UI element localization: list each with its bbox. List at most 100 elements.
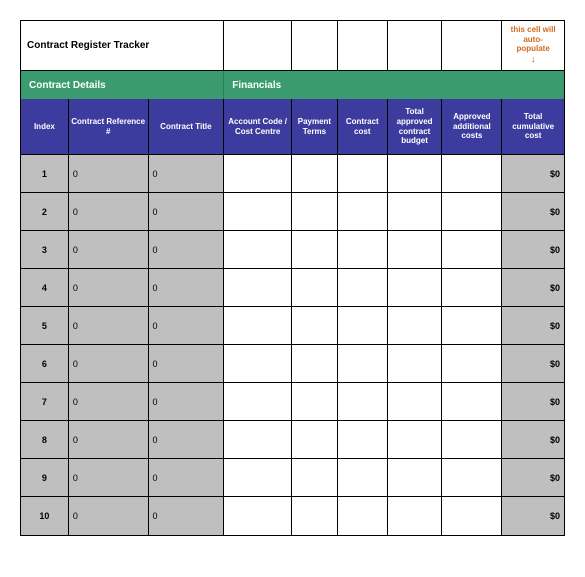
cell-index[interactable]: 10 bbox=[21, 497, 69, 535]
cell-account[interactable] bbox=[224, 193, 292, 231]
cell-cost[interactable] bbox=[338, 155, 388, 193]
cell-additional[interactable] bbox=[442, 421, 502, 459]
cell-budget[interactable] bbox=[388, 269, 443, 307]
cell-title[interactable]: 0 bbox=[149, 497, 225, 535]
cell-index[interactable]: 1 bbox=[21, 155, 69, 193]
cell-additional[interactable] bbox=[442, 269, 502, 307]
cell-account[interactable] bbox=[224, 383, 292, 421]
cell-additional[interactable] bbox=[442, 193, 502, 231]
cell-reference[interactable]: 0 bbox=[69, 231, 149, 269]
cell-cumulative[interactable]: $0 bbox=[502, 155, 564, 193]
cell-title[interactable]: 0 bbox=[149, 345, 225, 383]
cell-index[interactable]: 4 bbox=[21, 269, 69, 307]
cell-reference[interactable]: 0 bbox=[69, 459, 149, 497]
cell-title[interactable]: 0 bbox=[149, 231, 225, 269]
cell-payment[interactable] bbox=[292, 155, 338, 193]
cell-additional[interactable] bbox=[442, 307, 502, 345]
cell-reference[interactable]: 0 bbox=[69, 155, 149, 193]
cell-budget[interactable] bbox=[388, 497, 443, 535]
cell-index[interactable]: 3 bbox=[21, 231, 69, 269]
cell-budget[interactable] bbox=[388, 193, 443, 231]
table-row: 600$0 bbox=[21, 345, 564, 383]
cell-budget[interactable] bbox=[388, 421, 443, 459]
cell-cumulative[interactable]: $0 bbox=[502, 459, 564, 497]
cell-cost[interactable] bbox=[338, 193, 388, 231]
cell-payment[interactable] bbox=[292, 459, 338, 497]
cell-additional[interactable] bbox=[442, 231, 502, 269]
header-reference: Contract Reference # bbox=[69, 99, 149, 155]
cell-cost[interactable] bbox=[338, 269, 388, 307]
cell-budget[interactable] bbox=[388, 155, 443, 193]
cell-cumulative[interactable]: $0 bbox=[502, 383, 564, 421]
cell-cost[interactable] bbox=[338, 459, 388, 497]
cell-payment[interactable] bbox=[292, 497, 338, 535]
cell-additional[interactable] bbox=[442, 497, 502, 535]
cell-additional[interactable] bbox=[442, 155, 502, 193]
cell-budget[interactable] bbox=[388, 231, 443, 269]
cell-payment[interactable] bbox=[292, 421, 338, 459]
cell-cumulative[interactable]: $0 bbox=[502, 231, 564, 269]
cell-budget[interactable] bbox=[388, 459, 443, 497]
title-blank bbox=[388, 21, 443, 71]
table-row: 100$0 bbox=[21, 155, 564, 193]
cell-reference[interactable]: 0 bbox=[69, 497, 149, 535]
cell-cost[interactable] bbox=[338, 421, 388, 459]
cell-payment[interactable] bbox=[292, 231, 338, 269]
cell-account[interactable] bbox=[224, 307, 292, 345]
title-blank bbox=[224, 21, 292, 71]
cell-cumulative[interactable]: $0 bbox=[502, 193, 564, 231]
arrow-down-icon: ↓ bbox=[531, 54, 536, 66]
cell-cost[interactable] bbox=[338, 383, 388, 421]
cell-reference[interactable]: 0 bbox=[69, 421, 149, 459]
cell-account[interactable] bbox=[224, 231, 292, 269]
cell-cost[interactable] bbox=[338, 231, 388, 269]
cell-title[interactable]: 0 bbox=[149, 193, 225, 231]
cell-payment[interactable] bbox=[292, 269, 338, 307]
cell-title[interactable]: 0 bbox=[149, 307, 225, 345]
cell-payment[interactable] bbox=[292, 307, 338, 345]
cell-reference[interactable]: 0 bbox=[69, 269, 149, 307]
cell-additional[interactable] bbox=[442, 345, 502, 383]
cell-cumulative[interactable]: $0 bbox=[502, 345, 564, 383]
cell-index[interactable]: 9 bbox=[21, 459, 69, 497]
cell-payment[interactable] bbox=[292, 193, 338, 231]
note-text: this cell will auto-populate bbox=[508, 25, 558, 54]
cell-index[interactable]: 6 bbox=[21, 345, 69, 383]
cell-cost[interactable] bbox=[338, 345, 388, 383]
cell-title[interactable]: 0 bbox=[149, 155, 225, 193]
cell-index[interactable]: 2 bbox=[21, 193, 69, 231]
cell-index[interactable]: 5 bbox=[21, 307, 69, 345]
cell-reference[interactable]: 0 bbox=[69, 307, 149, 345]
cell-title[interactable]: 0 bbox=[149, 459, 225, 497]
cell-account[interactable] bbox=[224, 459, 292, 497]
cell-account[interactable] bbox=[224, 345, 292, 383]
cell-title[interactable]: 0 bbox=[149, 383, 225, 421]
cell-budget[interactable] bbox=[388, 383, 443, 421]
header-cumulative: Total cumulative cost bbox=[502, 99, 564, 155]
cell-reference[interactable]: 0 bbox=[69, 193, 149, 231]
cell-index[interactable]: 8 bbox=[21, 421, 69, 459]
cell-reference[interactable]: 0 bbox=[69, 383, 149, 421]
cell-cumulative[interactable]: $0 bbox=[502, 307, 564, 345]
cell-cost[interactable] bbox=[338, 307, 388, 345]
cell-additional[interactable] bbox=[442, 459, 502, 497]
title-blank bbox=[442, 21, 502, 71]
cell-account[interactable] bbox=[224, 497, 292, 535]
cell-account[interactable] bbox=[224, 421, 292, 459]
cell-index[interactable]: 7 bbox=[21, 383, 69, 421]
cell-budget[interactable] bbox=[388, 307, 443, 345]
cell-budget[interactable] bbox=[388, 345, 443, 383]
cell-title[interactable]: 0 bbox=[149, 421, 225, 459]
cell-cost[interactable] bbox=[338, 497, 388, 535]
cell-account[interactable] bbox=[224, 155, 292, 193]
cell-title[interactable]: 0 bbox=[149, 269, 225, 307]
cell-payment[interactable] bbox=[292, 345, 338, 383]
cell-payment[interactable] bbox=[292, 383, 338, 421]
cell-cumulative[interactable]: $0 bbox=[502, 269, 564, 307]
cell-reference[interactable]: 0 bbox=[69, 345, 149, 383]
cell-additional[interactable] bbox=[442, 383, 502, 421]
cell-cumulative[interactable]: $0 bbox=[502, 497, 564, 535]
cell-cumulative[interactable]: $0 bbox=[502, 421, 564, 459]
header-index: Index bbox=[21, 99, 69, 155]
cell-account[interactable] bbox=[224, 269, 292, 307]
